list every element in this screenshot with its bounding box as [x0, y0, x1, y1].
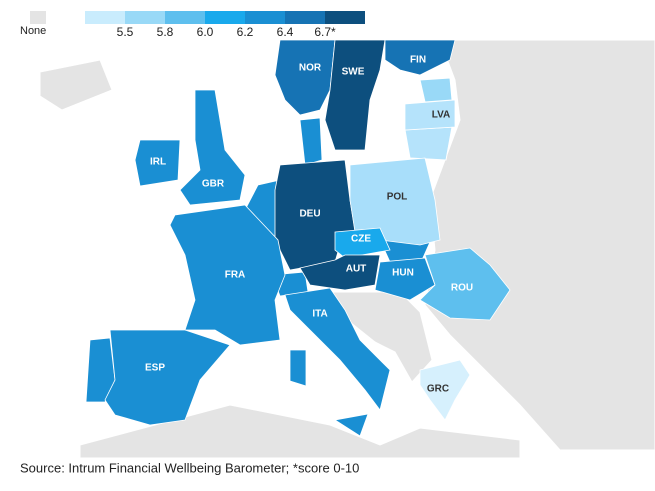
country-label: GBR	[202, 179, 225, 190]
legend-swatch	[245, 11, 285, 24]
country-label: ROU	[451, 283, 473, 294]
country-label: HUN	[392, 268, 414, 279]
legend-label: 6.7*	[314, 25, 336, 39]
country-label: AUT	[346, 264, 367, 275]
country	[284, 287, 391, 411]
country	[169, 204, 286, 346]
legend-swatch	[205, 11, 245, 24]
country	[419, 77, 453, 103]
country	[134, 139, 181, 187]
country	[299, 117, 323, 166]
source: Source: Intrum Financial Wellbeing Barom…	[20, 460, 359, 475]
country	[384, 39, 456, 76]
land	[79, 404, 521, 459]
country-label: ITA	[312, 309, 327, 320]
country-label: DEU	[299, 209, 320, 220]
legend: None 5.5 5.8 6.0 6.2 6.4 6.7*	[20, 11, 365, 39]
unlabeled-countries	[85, 77, 453, 437]
country	[349, 157, 441, 246]
legend-swatch	[165, 11, 205, 24]
country	[419, 359, 471, 421]
legend-swatch	[125, 11, 165, 24]
country	[104, 329, 231, 426]
country	[289, 349, 307, 387]
country-label: ESP	[145, 363, 165, 374]
legend-swatch	[85, 11, 125, 24]
land	[424, 39, 655, 451]
country	[404, 99, 456, 131]
legend-label: 6.4	[277, 25, 294, 39]
background-land	[39, 39, 655, 459]
legend-label: 5.5	[117, 25, 134, 39]
country-label: POL	[387, 192, 408, 203]
country-label: LVA	[432, 110, 451, 121]
country-label: SWE	[342, 67, 365, 78]
country-label: IRL	[150, 157, 166, 168]
legend-swatch	[285, 11, 325, 24]
country-label: CZE	[351, 234, 371, 245]
country	[374, 257, 436, 301]
country	[179, 89, 246, 206]
country-label: NOR	[299, 63, 322, 74]
land	[39, 59, 113, 111]
legend-label: 6.2	[237, 25, 254, 39]
country	[334, 227, 391, 259]
country-label: FRA	[225, 270, 246, 281]
country	[333, 413, 369, 437]
country	[324, 39, 386, 151]
country	[299, 254, 381, 291]
legend-none-label: None	[20, 25, 46, 37]
country-label: FIN	[410, 55, 426, 66]
country	[419, 247, 511, 321]
legend-swatch	[325, 11, 365, 24]
country-label: GRC	[427, 384, 449, 395]
legend-none-swatch	[30, 11, 46, 24]
country	[274, 39, 336, 116]
legend-label: 5.8	[157, 25, 174, 39]
legend-label: 6.0	[197, 25, 214, 39]
countries: NOR SWE FIN LVA IRL GBR DEU POL CZE FRA AUT HUN ROU I…	[104, 39, 511, 426]
country	[404, 126, 453, 161]
